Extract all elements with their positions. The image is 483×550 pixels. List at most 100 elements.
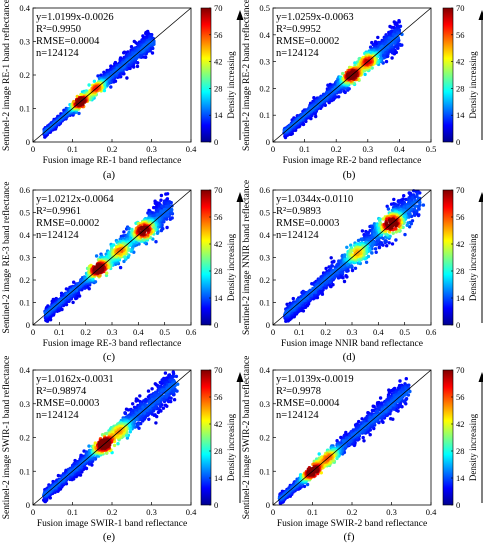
data-point: [125, 76, 129, 80]
colorbar-tick-label: 70: [214, 185, 223, 195]
colorbar-tick-label: 0: [214, 320, 218, 330]
fit-stat-line: y=1.0212x-0.0064: [36, 194, 114, 205]
data-point: [105, 271, 109, 275]
data-point: [52, 121, 57, 125]
data-point: [92, 79, 97, 84]
fit-stat-line: RMSE=0.0002: [276, 36, 339, 47]
data-point: [135, 64, 140, 69]
y-tick-label: 0.3: [19, 253, 30, 263]
x-tick-label: 0.1: [67, 144, 78, 154]
panel-caption: (b): [343, 169, 356, 181]
fit-stat-line: RMSE=0.0004: [36, 36, 100, 47]
data-point: [122, 51, 126, 55]
y-axis-title: Sentinel-2 image RE-2 band reflectance: [241, 0, 252, 151]
data-point: [360, 229, 365, 233]
x-tick-label: 0.4: [394, 144, 405, 154]
y-tick-label: 0.2: [19, 70, 30, 80]
fit-stat-line: R²=0.9961: [36, 206, 81, 217]
x-axis-title: Fusion image RE-2 band reflectance: [283, 155, 422, 166]
y-tick-label: 0.6: [19, 185, 30, 195]
colorbar-title: Density increasing: [468, 51, 478, 119]
colorbar-tick-label: 56: [214, 30, 223, 40]
data-point: [384, 59, 389, 64]
data-point: [72, 99, 76, 104]
fit-stat-line: R²=0.9950: [36, 24, 81, 35]
data-point: [337, 95, 341, 99]
x-tick-label: 0.1: [54, 327, 65, 337]
data-point: [390, 56, 394, 60]
fit-stat-line: n=124124: [36, 48, 79, 59]
scatter-panel-3: 0 0.1 0.2 0.3 0.4 0.5 0.600.10.20.30.40.50.6Fu…: [1, 182, 244, 363]
y-axis-title: Sentinel-2 image RE-3 band reflectance: [1, 182, 12, 334]
y-tick-label: 0.4: [259, 30, 270, 40]
data-point: [155, 231, 160, 235]
data-point: [141, 34, 145, 38]
x-tick-label: 0.3: [362, 144, 373, 154]
colorbar: [200, 7, 212, 143]
y-tick-label: 0: [266, 137, 270, 147]
data-point: [49, 123, 54, 128]
y-tick-label: 0: [26, 320, 30, 330]
data-point: [344, 274, 348, 278]
colorbar-tick-label: 14: [214, 110, 223, 120]
data-point: [96, 74, 100, 78]
data-point: [314, 114, 318, 119]
fit-stat-line: y=1.0259x-0.0063: [276, 12, 354, 23]
colorbar: [200, 189, 212, 326]
colorbar-tick-label: 0: [214, 137, 218, 147]
data-point: [380, 44, 384, 48]
data-point: [342, 89, 347, 94]
y-tick-label: 0.4: [19, 230, 30, 240]
data-point: [377, 245, 382, 250]
panel-caption: (c): [103, 351, 116, 363]
colorbar-tick-label: 70: [456, 3, 465, 13]
x-tick-label: 0: [31, 144, 35, 154]
data-point: [154, 240, 158, 244]
fit-stat-line: R²=0.9952: [276, 24, 321, 35]
data-point: [46, 128, 51, 132]
data-point: [392, 197, 396, 202]
colorbar-tick-label: 56: [214, 212, 223, 222]
data-point: [169, 200, 173, 205]
y-tick-label: 0: [26, 137, 30, 147]
data-point: [170, 207, 174, 212]
y-tick-label: 0.5: [259, 3, 270, 13]
data-point: [109, 64, 113, 69]
y-tick-label: 0.3: [19, 37, 30, 47]
data-point: [122, 62, 126, 66]
data-point: [374, 250, 378, 254]
x-tick-label: 0: [271, 144, 275, 154]
y-tick-label: 0.4: [19, 3, 30, 13]
x-tick-label: 0.1: [299, 144, 310, 154]
y-tick-label: 0.2: [19, 275, 30, 285]
data-point: [165, 225, 169, 230]
fit-stat-line: RMSE=0.0002: [36, 218, 99, 229]
fit-stat-line: n=124124: [276, 48, 319, 59]
colorbar-tick-label: 42: [456, 57, 465, 67]
one-to-one-line: [32, 7, 192, 143]
x-tick-label: 0.4: [186, 144, 197, 154]
y-axis-title: Sentinel-2 image RE-1 band reflectance: [1, 0, 12, 151]
data-point: [353, 266, 358, 270]
data-point: [385, 244, 389, 248]
data-point: [129, 45, 134, 49]
x-tick-label: 0.6: [186, 327, 197, 337]
data-point: [398, 24, 403, 28]
data-point: [291, 296, 295, 301]
data-point: [376, 35, 380, 40]
data-point: [350, 268, 355, 273]
y-tick-label: 0.1: [19, 298, 30, 308]
y-tick-label: 0.3: [259, 57, 270, 67]
data-point: [115, 66, 120, 70]
colorbar-tick-label: 28: [214, 83, 223, 93]
colorbar-title: Density increasing: [226, 233, 236, 301]
data-point: [153, 201, 157, 205]
colorbar-title: Density increasing: [226, 51, 236, 119]
fit-stat-line: y=1.0199x-0.0026: [36, 12, 114, 23]
colorbar-tick-label: 28: [456, 83, 465, 93]
colorbar-tick-label: 14: [456, 110, 465, 120]
y-tick-label: 0.2: [259, 83, 270, 93]
data-point: [159, 228, 164, 233]
data-point: [102, 88, 107, 93]
